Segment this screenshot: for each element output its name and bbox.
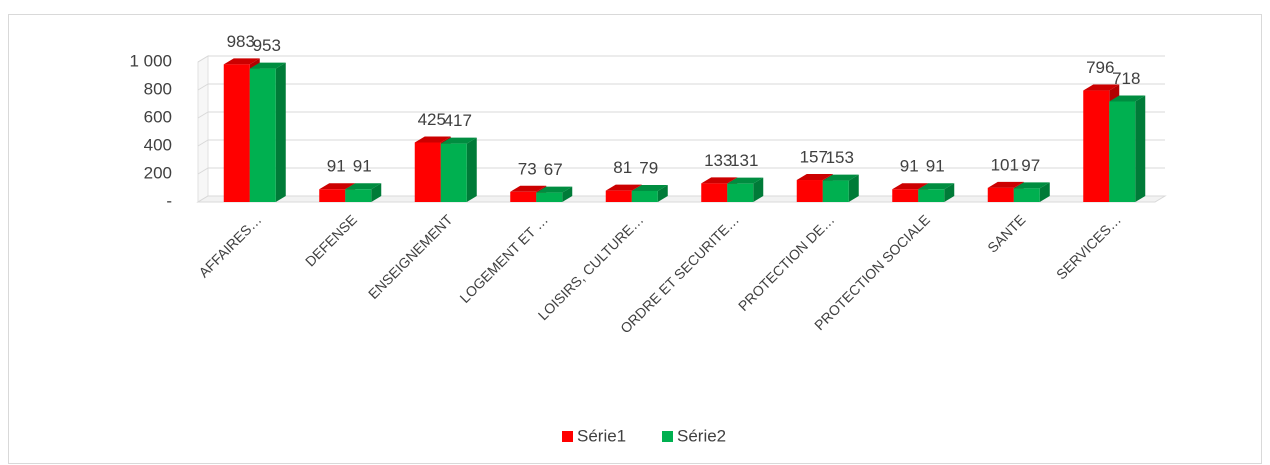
bar: [605, 190, 632, 202]
data-label: 131: [730, 151, 758, 170]
bar-top: [440, 137, 477, 144]
bar-top: [631, 184, 668, 191]
bar: [319, 189, 346, 202]
data-label: 81: [613, 158, 632, 177]
data-label: 425: [418, 110, 446, 129]
bar-top: [727, 177, 764, 184]
bar-top: [701, 177, 738, 184]
data-label: 91: [327, 157, 346, 176]
bar: [727, 183, 754, 202]
grid-line-side: [197, 167, 209, 175]
bar-top: [345, 183, 382, 190]
grid-line-side: [197, 111, 209, 119]
grid-line-side: [197, 55, 209, 63]
bar: [510, 191, 537, 202]
bar-side: [753, 177, 764, 202]
grid-line-side: [197, 139, 209, 147]
legend-swatch: [662, 431, 673, 442]
bar-side: [1135, 95, 1146, 202]
grid-line-side: [197, 83, 209, 91]
data-label: 157: [800, 148, 828, 167]
data-label: 91: [926, 157, 945, 176]
bar: [1109, 101, 1136, 202]
bar: [892, 189, 919, 202]
bar-side: [275, 62, 286, 202]
bar: [1013, 188, 1040, 202]
data-label: 718: [1112, 69, 1140, 88]
data-label: 67: [544, 160, 563, 179]
y-tick-label: -: [166, 191, 172, 210]
bar: [631, 190, 658, 202]
data-label: 953: [253, 36, 281, 55]
bar-side: [657, 184, 668, 202]
bar-top: [987, 181, 1024, 188]
bar: [822, 180, 849, 202]
data-label: 133: [704, 151, 732, 170]
bar: [918, 189, 945, 202]
bar-top: [605, 184, 642, 191]
bar: [414, 142, 441, 202]
bar: [701, 183, 728, 202]
bar-side: [466, 137, 477, 202]
data-label: 91: [353, 157, 372, 176]
bar-top: [319, 183, 356, 190]
bar-top: [796, 174, 833, 181]
bar: [987, 187, 1014, 202]
bar-top: [536, 186, 573, 193]
data-label: 91: [900, 157, 919, 176]
bar-top: [822, 174, 859, 181]
y-tick-label: 600: [144, 107, 172, 126]
bar-side: [1039, 182, 1050, 202]
bar-side: [562, 186, 573, 202]
data-label: 983: [227, 32, 255, 51]
y-tick-label: 1 000: [129, 51, 172, 70]
data-label: 97: [1021, 156, 1040, 175]
back-wall-edge: [197, 55, 209, 203]
chart-border: [8, 14, 1262, 464]
y-tick-label: 200: [144, 163, 172, 182]
legend-label: Série2: [677, 426, 726, 445]
bar-top: [892, 183, 929, 190]
bar: [440, 143, 467, 202]
y-tick-label: 400: [144, 135, 172, 154]
bar: [536, 192, 563, 202]
y-tick-label: 800: [144, 79, 172, 98]
bar: [796, 180, 823, 202]
bar: [1083, 90, 1110, 202]
bar-side: [371, 183, 382, 202]
bar: [249, 68, 276, 202]
bar-top: [510, 185, 547, 192]
bar-top: [1109, 95, 1146, 102]
data-label: 73: [518, 159, 537, 178]
bar-top: [1013, 182, 1050, 189]
bar-top: [223, 58, 260, 65]
bar: [345, 189, 372, 202]
data-label: 101: [991, 155, 1019, 174]
bar-top: [1083, 84, 1120, 91]
data-label: 417: [444, 111, 472, 130]
data-label: 153: [826, 148, 854, 167]
bar: [223, 64, 250, 202]
bar-top: [918, 183, 955, 190]
bar-top: [414, 136, 451, 143]
bar-top: [249, 62, 286, 69]
legend-label: Série1: [577, 426, 626, 445]
bar-side: [944, 183, 955, 202]
legend-swatch: [562, 431, 573, 442]
data-label: 79: [639, 158, 658, 177]
bar-side: [848, 174, 859, 202]
data-label: 796: [1086, 58, 1114, 77]
